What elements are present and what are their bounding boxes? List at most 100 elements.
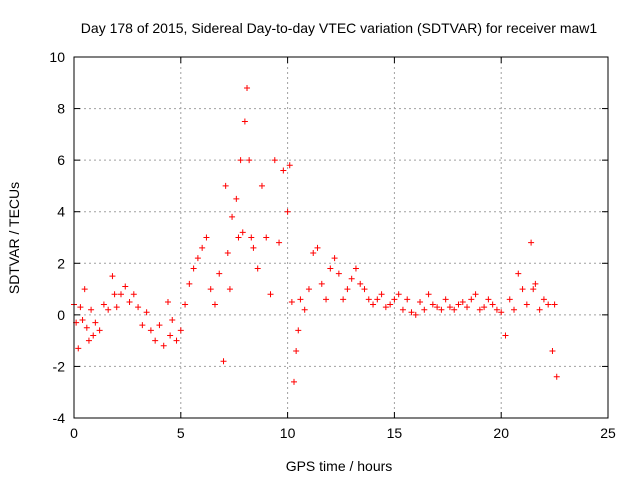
data-point [111, 291, 118, 298]
data-point [164, 298, 171, 305]
data-point [357, 280, 364, 287]
data-point [489, 301, 496, 308]
data-point [182, 301, 189, 308]
x-tick-label: 25 [600, 425, 616, 441]
x-axis-label: GPS time / hours [286, 458, 393, 474]
data-point [186, 280, 193, 287]
data-point [160, 342, 167, 349]
y-tick-label: -4 [53, 410, 66, 426]
data-point [229, 213, 236, 220]
data-point [438, 306, 445, 313]
data-point [85, 337, 92, 344]
data-point [216, 270, 223, 277]
data-point [361, 286, 368, 293]
data-point [344, 286, 351, 293]
data-point [408, 309, 415, 316]
data-point [224, 249, 231, 256]
data-point [549, 347, 556, 354]
data-point [391, 296, 398, 303]
data-point [113, 304, 120, 311]
data-point [421, 306, 428, 313]
data-point [545, 301, 552, 308]
data-point [378, 291, 385, 298]
data-point [327, 265, 334, 272]
data-point [79, 317, 86, 324]
y-tick-label: 6 [57, 152, 65, 168]
y-tick-label: -2 [53, 358, 66, 374]
y-tick-label: 8 [57, 101, 65, 117]
data-point [498, 309, 505, 316]
data-point [190, 265, 197, 272]
chart-title: Day 178 of 2015, Sidereal Day-to-day VTE… [81, 20, 598, 36]
x-tick-label: 20 [493, 425, 509, 441]
data-point [126, 298, 133, 305]
data-point [536, 306, 543, 313]
data-point [352, 265, 359, 272]
data-point [288, 298, 295, 305]
data-point [267, 291, 274, 298]
data-point [519, 286, 526, 293]
data-point [167, 332, 174, 339]
data-point [263, 234, 270, 241]
data-point [83, 324, 90, 331]
data-point [284, 208, 291, 215]
data-point [485, 296, 492, 303]
data-point [468, 296, 475, 303]
data-point [481, 304, 488, 311]
data-point [117, 291, 124, 298]
data-point [250, 244, 257, 251]
data-point [211, 301, 218, 308]
data-point [207, 286, 214, 293]
data-point [476, 306, 483, 313]
x-tick-label: 10 [280, 425, 296, 441]
data-point [254, 265, 261, 272]
data-point [464, 304, 471, 311]
data-point [222, 182, 229, 189]
x-tick-label: 15 [387, 425, 403, 441]
data-point [235, 234, 242, 241]
data-point [139, 322, 146, 329]
data-point [246, 157, 253, 164]
data-point [374, 296, 381, 303]
data-point [147, 327, 154, 334]
data-point [241, 118, 248, 125]
data-point [314, 244, 321, 251]
data-point [226, 286, 233, 293]
data-point [523, 301, 530, 308]
data-point [511, 306, 518, 313]
data-point [502, 332, 509, 339]
data-point [412, 311, 419, 318]
y-tick-label: 4 [57, 204, 65, 220]
data-point [291, 378, 298, 385]
data-point [194, 255, 201, 262]
data-point [177, 327, 184, 334]
data-point [237, 157, 244, 164]
data-point [92, 319, 99, 326]
data-point [387, 301, 394, 308]
data-point [271, 157, 278, 164]
data-point [340, 296, 347, 303]
data-point [276, 239, 283, 246]
data-point [244, 84, 251, 91]
data-point [455, 301, 462, 308]
data-point [152, 337, 159, 344]
data-point [90, 332, 97, 339]
data-point [293, 347, 300, 354]
data-point [472, 291, 479, 298]
axis-ticks: 0 5 10 15 20 25 -4 -2 0 2 4 6 8 10 [49, 49, 616, 441]
plot-frame [73, 56, 609, 419]
data-point [399, 306, 406, 313]
grid-lines [74, 57, 608, 418]
data-point [105, 306, 112, 313]
data-point [109, 273, 116, 280]
data-point [295, 327, 302, 334]
data-point [442, 296, 449, 303]
data-point [528, 239, 535, 246]
data-point [248, 234, 255, 241]
data-point [323, 296, 330, 303]
data-point [506, 296, 513, 303]
data-point [331, 255, 338, 262]
data-point [286, 162, 293, 169]
data-point [530, 286, 537, 293]
data-point [143, 309, 150, 316]
